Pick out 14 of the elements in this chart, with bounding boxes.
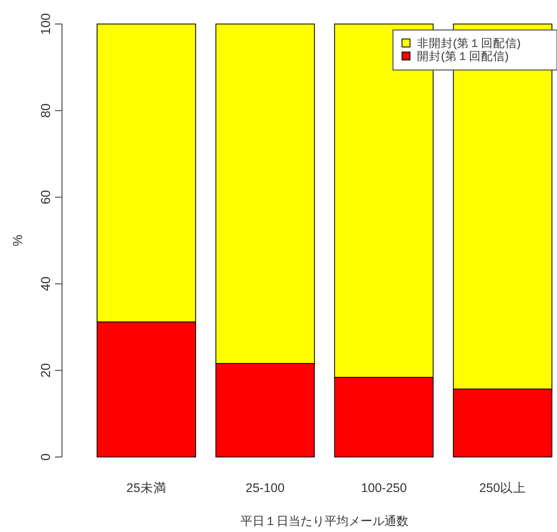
y-tick-label: 0: [38, 453, 53, 461]
y-tick-label: 80: [38, 103, 53, 118]
legend-label: 開封(第１回配信): [417, 50, 509, 63]
x-tick-label: 25-100: [246, 481, 285, 495]
y-tick-label: 100: [38, 13, 53, 35]
y-axis-title: %: [10, 234, 25, 246]
x-tick-label: 250以上: [479, 481, 526, 495]
x-tick-label: 100-250: [360, 481, 407, 495]
legend-label: 非開封(第１回配信): [417, 37, 521, 50]
x-axis-title: 平日１日当たり平均メール通数: [240, 514, 408, 528]
x-tick-label: 25未満: [126, 481, 166, 495]
y-tick-label: 20: [38, 363, 53, 378]
y-tick-label: 40: [38, 276, 53, 292]
y-tick-label: 60: [38, 190, 53, 204]
